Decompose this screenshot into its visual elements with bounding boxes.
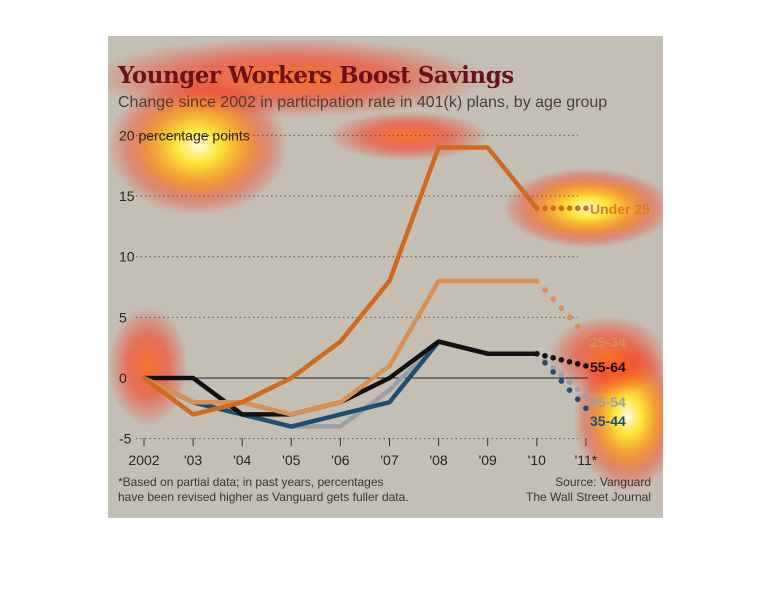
y-tick-label: 0	[119, 370, 127, 386]
x-tick-label: '11*	[575, 452, 598, 468]
partial-data-dot	[566, 314, 573, 321]
x-tick-label: '03	[184, 452, 202, 468]
chart-panel: Younger Workers Boost Savings Change sin…	[108, 36, 663, 518]
y-tick-label: -5	[119, 431, 132, 447]
source-credit: Source: Vanguard The Wall Street Journal	[526, 475, 651, 504]
x-tick-label: '06	[331, 452, 349, 468]
partial-data-dot	[566, 387, 573, 393]
heat-blob	[548, 316, 663, 396]
partial-data-dot	[574, 396, 581, 403]
partial-data-dot	[574, 386, 581, 392]
series-label: 35-44	[590, 413, 626, 429]
partial-data-dot	[583, 363, 589, 369]
partial-data-dot	[558, 205, 565, 211]
partial-data-dot	[574, 361, 581, 367]
partial-data-dot	[550, 369, 556, 375]
chart-subtitle: Change since 2002 in participation rate …	[118, 94, 608, 111]
partial-data-dot	[534, 205, 540, 211]
partial-data-dot	[550, 296, 556, 302]
y-tick-label: 10	[119, 249, 135, 265]
series-label: 25-34	[590, 334, 626, 350]
x-tick-label: '08	[429, 452, 447, 468]
line-chart: -5 0 5 10 15 20 percentage points 2002 '03 '04 '0…	[119, 127, 650, 468]
partial-data-dot	[542, 205, 548, 211]
partial-data-dot	[558, 372, 565, 378]
partial-data-dot	[558, 305, 565, 312]
footnote: *Based on partial data; in past years, p…	[118, 475, 409, 504]
partial-data-dot	[583, 205, 589, 211]
partial-data-dot	[583, 405, 589, 412]
partial-data-dot	[583, 332, 589, 339]
series-label: 45-54	[590, 394, 626, 410]
x-tick-label: '10	[528, 452, 546, 468]
partial-data-dot	[542, 287, 548, 293]
y-tick-label: 5	[119, 309, 127, 325]
series-line	[141, 278, 540, 417]
heat-blob	[503, 168, 663, 248]
partial-data-dot	[534, 278, 540, 284]
partial-data-dot	[550, 205, 556, 211]
partial-data-dot	[574, 205, 581, 211]
partial-data-dot	[558, 357, 565, 363]
y-tick-label: 20 percentage points	[119, 127, 250, 143]
series-label: Under 25	[590, 201, 650, 217]
partial-data-dot	[542, 360, 548, 366]
partial-data-dot	[566, 379, 573, 385]
x-tick-label: '04	[233, 452, 251, 468]
partial-data-dot	[534, 350, 540, 357]
heat-blob	[108, 76, 288, 216]
x-tick-label: 2002	[128, 452, 159, 468]
partial-data-dot	[550, 354, 556, 361]
x-tick-label: '09	[479, 452, 497, 468]
series-line	[141, 145, 540, 417]
series-label: 55-64	[590, 359, 626, 375]
partial-data-dot	[583, 393, 589, 399]
partial-data-dot	[566, 359, 573, 365]
partial-data-dot	[550, 365, 556, 371]
partial-data-dot	[558, 378, 565, 384]
x-tick-label: '07	[380, 452, 398, 468]
y-tick-label: 15	[119, 188, 135, 204]
attention-heatmap-overlay	[108, 38, 663, 491]
partial-data-dot	[574, 323, 581, 330]
partial-data-dot	[542, 352, 548, 359]
x-tick-label: '05	[282, 452, 300, 468]
partial-data-dot	[566, 205, 573, 211]
chart-title: Younger Workers Boost Savings	[118, 62, 514, 89]
